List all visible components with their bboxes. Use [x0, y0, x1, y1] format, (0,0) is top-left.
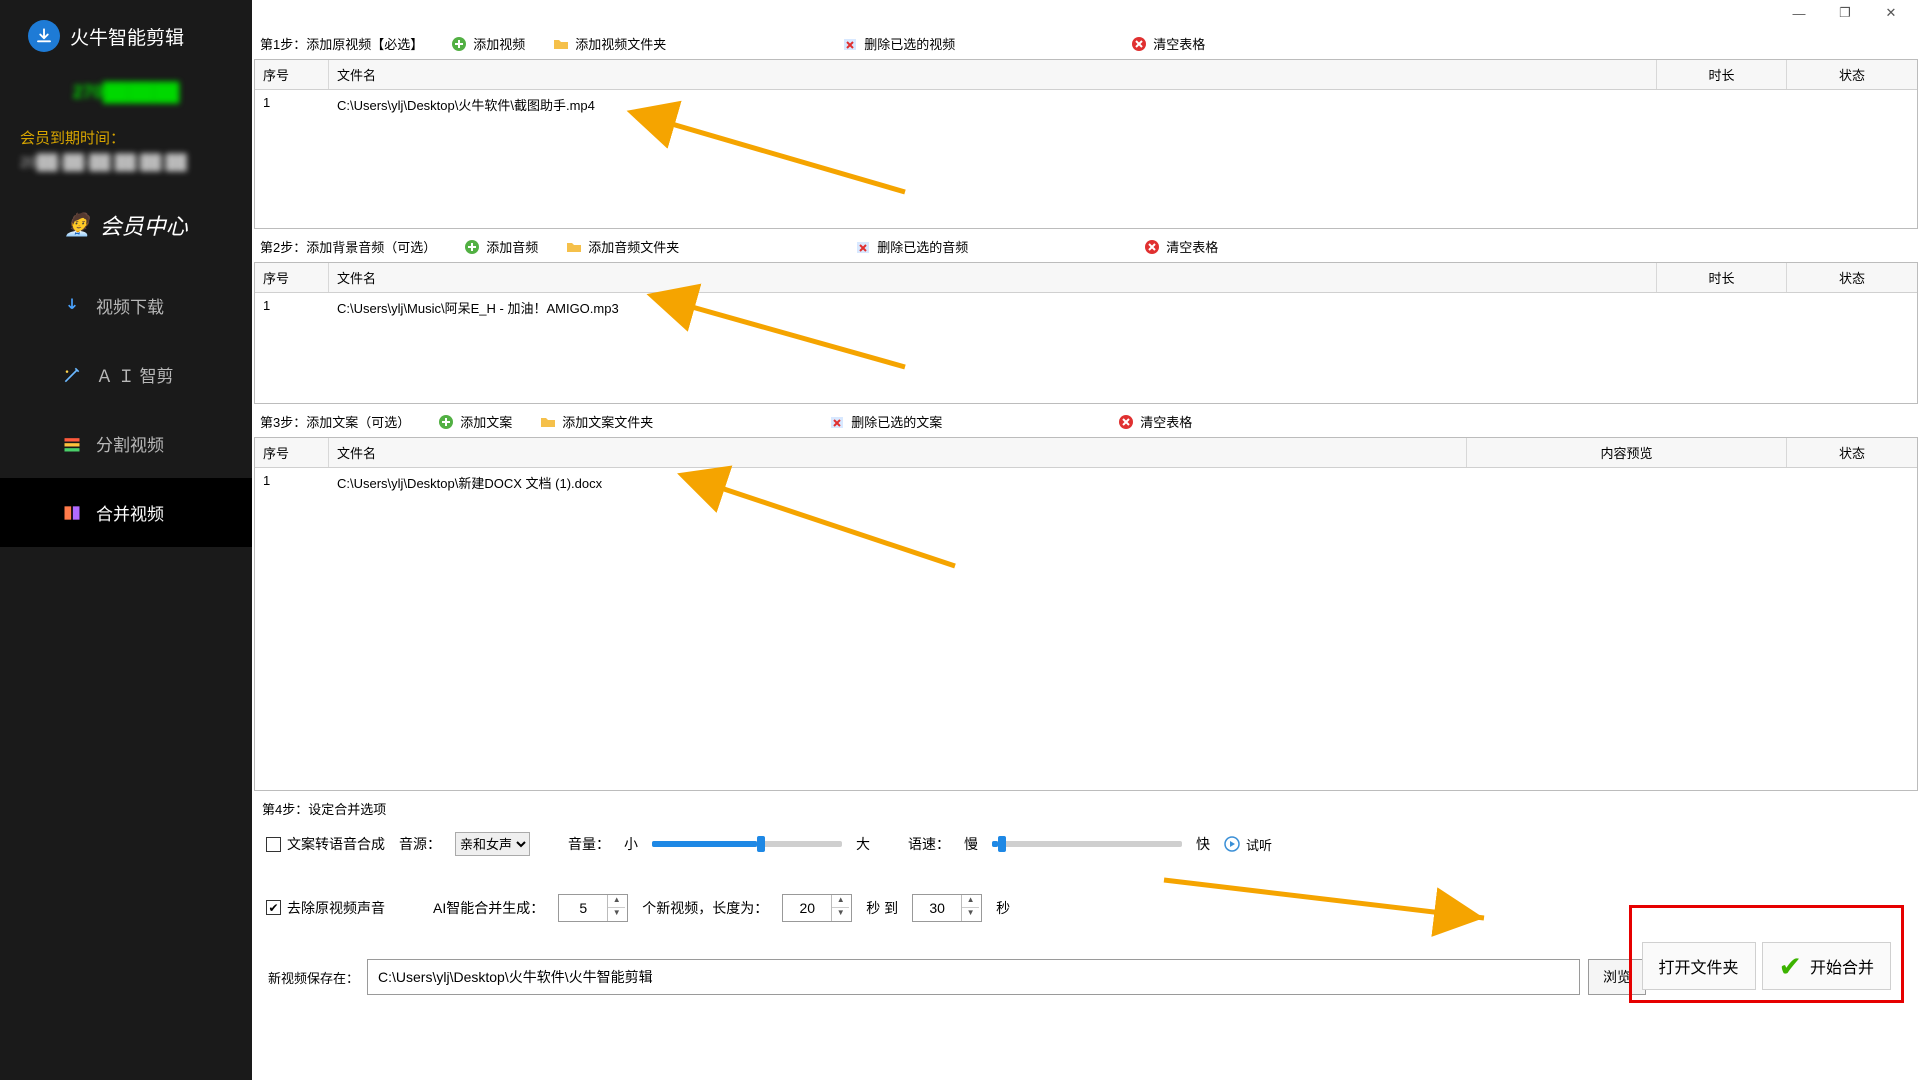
length-from-input[interactable]: ▲▼	[782, 894, 852, 922]
step3-title: 第3步：添加文案（可选）	[260, 412, 410, 431]
check-icon: ✔	[1779, 950, 1802, 983]
step1-title: 第1步：添加原视频【必选】	[260, 34, 423, 53]
checkbox-checked-icon: ✔	[266, 900, 281, 915]
expire-label: 会员到期时间：	[0, 109, 252, 150]
remove-audio-checkbox[interactable]: ✔ 去除原视频声音	[266, 898, 385, 918]
user-id: 270██████	[0, 72, 252, 109]
col-idx: 序号	[255, 60, 329, 89]
step4-title: 第4步：设定合并选项	[262, 799, 1910, 822]
audio-table: 序号 文件名 时长 状态 1 C:\Users\ylj\Music\阿呆E_H …	[254, 262, 1918, 404]
sidebar-item-split[interactable]: 分割视频	[0, 409, 252, 478]
folder-icon	[566, 239, 582, 255]
member-center-label: 会员中心	[100, 209, 188, 241]
delete-icon	[855, 239, 871, 255]
add-video-button[interactable]: 添加视频	[451, 34, 525, 53]
text-table: 序号 文件名 内容预览 状态 1 C:\Users\ylj\Desktop\新建…	[254, 437, 1918, 791]
preview-audio-button[interactable]: 试听	[1224, 835, 1272, 854]
annotation-arrow	[655, 112, 915, 205]
clear-icon	[1144, 239, 1160, 255]
col-dur: 时长	[1657, 60, 1787, 89]
window-controls: — ❐ ✕	[252, 0, 1920, 26]
step1-section: 第1步：添加原视频【必选】 添加视频 添加视频文件夹 删除已选的视频	[254, 26, 1918, 229]
folder-icon	[553, 36, 569, 52]
voice-label: 音源：	[399, 834, 441, 854]
add-text-button[interactable]: 添加文案	[438, 412, 512, 431]
volume-label: 音量：	[568, 834, 610, 854]
voice-select[interactable]: 亲和女声	[455, 832, 530, 856]
annotation-arrow	[1154, 870, 1494, 933]
table-row[interactable]: 1 C:\Users\ylj\Desktop\火牛软件\截图助手.mp4	[255, 90, 1917, 119]
speed-slider[interactable]	[992, 841, 1182, 847]
sidebar-item-label: 分割视频	[96, 431, 164, 456]
clear-icon	[1118, 414, 1134, 430]
volume-slider[interactable]	[652, 841, 842, 847]
delete-icon	[829, 414, 845, 430]
table-row[interactable]: 1 C:\Users\ylj\Desktop\新建DOCX 文档 (1).doc…	[255, 468, 1917, 497]
ai-gen-label: AI智能合并生成：	[433, 898, 544, 918]
tts-checkbox[interactable]: 文案转语音合成	[266, 834, 385, 854]
delete-icon	[842, 36, 858, 52]
app-title: 火牛智能剪辑	[70, 23, 184, 50]
table-row[interactable]: 1 C:\Users\ylj\Music\阿呆E_H - 加油！AMIGO.mp…	[255, 293, 1917, 322]
delete-text-button[interactable]: 删除已选的文案	[829, 412, 942, 431]
wand-icon	[62, 365, 82, 385]
plus-icon	[438, 414, 454, 430]
sidebar: 火牛智能剪辑 270██████ 会员到期时间： 20██-██-██ ██:█…	[0, 0, 252, 1080]
video-table: 序号 文件名 时长 状态 1 C:\Users\ylj\Desktop\火牛软件…	[254, 59, 1918, 229]
clear-text-button[interactable]: 清空表格	[1118, 412, 1192, 431]
highlight-box: 打开文件夹 ✔ 开始合并	[1629, 905, 1905, 1003]
minimize-button[interactable]: —	[1776, 1, 1822, 25]
main-panel: — ❐ ✕ 第1步：添加原视频【必选】 添加视频 添加视频文件夹 删除已选的视频	[252, 0, 1920, 1080]
sidebar-item-label: Ａ Ｉ 智剪	[96, 362, 173, 387]
expire-date: 20██-██-██ ██:██:██	[0, 150, 252, 181]
layers-icon	[62, 434, 82, 454]
sidebar-item-label: 视频下载	[96, 293, 164, 318]
col-status: 状态	[1787, 60, 1917, 89]
avatar-icon: 🧑‍💼	[64, 212, 91, 238]
step2-section: 第2步：添加背景音频（可选） 添加音频 添加音频文件夹 删除已选的音频 清空表格…	[254, 229, 1918, 404]
merge-icon	[62, 503, 82, 523]
video-count-input[interactable]: ▲▼	[558, 894, 628, 922]
app-title-row: 火牛智能剪辑	[0, 0, 252, 72]
plus-icon	[451, 36, 467, 52]
maximize-button[interactable]: ❐	[1822, 1, 1868, 25]
sidebar-item-download[interactable]: 视频下载	[0, 271, 252, 340]
add-audio-folder-button[interactable]: 添加音频文件夹	[566, 237, 679, 256]
col-name: 文件名	[329, 60, 1657, 89]
delete-video-button[interactable]: 删除已选的视频	[842, 34, 955, 53]
clear-video-button[interactable]: 清空表格	[1131, 34, 1205, 53]
sidebar-item-ai-edit[interactable]: Ａ Ｉ 智剪	[0, 340, 252, 409]
clear-audio-button[interactable]: 清空表格	[1144, 237, 1218, 256]
speed-label: 语速：	[908, 834, 950, 854]
add-video-folder-button[interactable]: 添加视频文件夹	[553, 34, 666, 53]
checkbox-icon	[266, 837, 281, 852]
save-path-label: 新视频保存在：	[268, 968, 359, 987]
clear-icon	[1131, 36, 1147, 52]
add-text-folder-button[interactable]: 添加文案文件夹	[540, 412, 653, 431]
step3-section: 第3步：添加文案（可选） 添加文案 添加文案文件夹 删除已选的文案 清空表格 序…	[254, 404, 1918, 791]
add-audio-button[interactable]: 添加音频	[464, 237, 538, 256]
save-path-input[interactable]	[367, 959, 1580, 995]
delete-audio-button[interactable]: 删除已选的音频	[855, 237, 968, 256]
sidebar-item-label: 合并视频	[96, 500, 164, 525]
member-center-button[interactable]: 🧑‍💼 会员中心	[0, 181, 252, 271]
play-icon	[1224, 836, 1240, 852]
plus-icon	[464, 239, 480, 255]
download-icon	[62, 296, 82, 316]
app-logo-icon	[28, 20, 60, 52]
sidebar-item-merge[interactable]: 合并视频	[0, 478, 252, 547]
folder-icon	[540, 414, 556, 430]
step4-section: 第4步：设定合并选项 文案转语音合成 音源： 亲和女声 音量： 小 大 语速： …	[254, 791, 1918, 1013]
step2-title: 第2步：添加背景音频（可选）	[260, 237, 436, 256]
close-button[interactable]: ✕	[1868, 1, 1914, 25]
length-to-input[interactable]: ▲▼	[912, 894, 982, 922]
open-folder-button[interactable]: 打开文件夹	[1642, 942, 1756, 990]
start-merge-button[interactable]: ✔ 开始合并	[1762, 942, 1891, 990]
